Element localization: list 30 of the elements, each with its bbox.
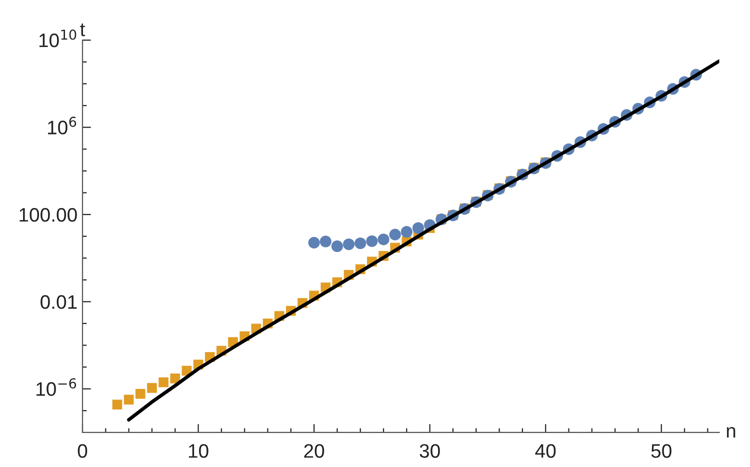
point: [366, 235, 378, 247]
x-tick-label: 30: [420, 444, 440, 458]
point: [400, 226, 412, 238]
point: [147, 383, 157, 393]
x-tick-label: 50: [651, 444, 672, 458]
y-tick-label: 0.01: [40, 295, 77, 309]
point: [170, 374, 180, 384]
point: [331, 240, 344, 252]
point: [135, 388, 146, 399]
point: [389, 228, 401, 240]
x-axis-title: n: [726, 427, 736, 438]
point: [342, 238, 355, 250]
x-tick-label: 0: [78, 444, 88, 458]
y-tick-label: 100.00: [20, 208, 77, 222]
y-axis-title: t: [80, 24, 86, 36]
point: [412, 222, 424, 234]
x-tick-label: 10: [188, 444, 208, 458]
point: [112, 400, 122, 410]
y-tick-label: 10$^{10}$: [39, 30, 76, 48]
y-tick-label: 10$^{−6}$: [36, 378, 76, 396]
x-tick-label: 20: [304, 444, 324, 458]
point: [158, 377, 168, 388]
point: [124, 394, 134, 405]
point: [378, 234, 390, 246]
point: [354, 237, 366, 250]
y-tick-label: 10$^{6}$: [48, 116, 76, 134]
point: [308, 236, 320, 248]
x-tick-label: 40: [535, 444, 556, 458]
point: [320, 236, 332, 248]
line-series: [127, 59, 720, 422]
